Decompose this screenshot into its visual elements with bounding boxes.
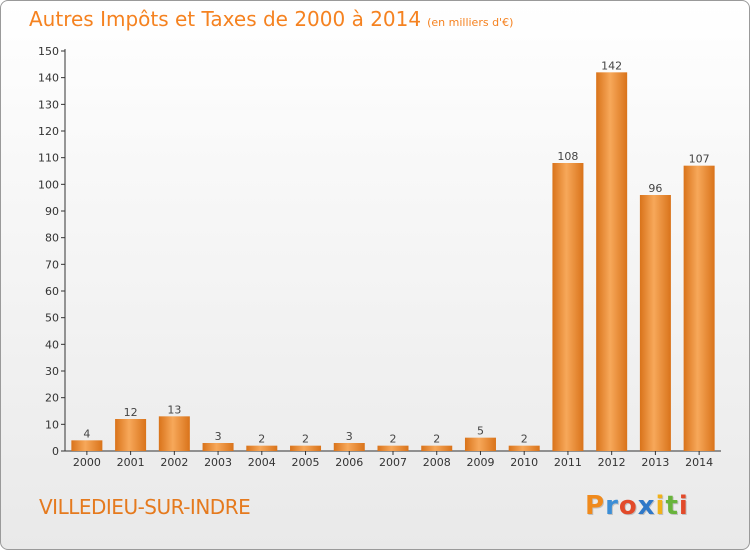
bar [246,445,278,451]
data-label: 2 [521,433,528,446]
data-label: 3 [215,430,222,443]
x-tick-label: 2009 [466,456,494,469]
data-label: 4 [83,427,90,440]
y-tick-label: 150 [38,45,59,58]
x-tick-label: 2007 [379,456,407,469]
x-tick-label: 2000 [73,456,101,469]
x-tick-label: 2008 [423,456,451,469]
y-tick-label: 40 [45,338,59,351]
x-tick-label: 2010 [510,456,538,469]
x-tick-label: 2014 [685,456,713,469]
x-tick-label: 2002 [160,456,188,469]
chart-subtitle: (en milliers d'€) [427,16,514,29]
logo-letter: t [665,491,679,521]
data-label: 96 [648,182,662,195]
bar [71,440,103,451]
y-tick-label: 0 [52,445,59,458]
logo-letter: r [605,491,619,521]
y-tick-label: 110 [38,152,59,165]
bar [464,437,496,451]
y-tick-label: 130 [38,98,59,111]
data-label: 2 [258,433,265,446]
logo-letter: o [618,491,638,521]
logo-letter: P [585,491,606,521]
bar [377,445,409,451]
chart-title: Autres Impôts et Taxes de 2000 à 2014 (en… [29,7,513,31]
data-label: 13 [167,403,181,416]
logo-letter: i [678,491,689,521]
x-tick-label: 2011 [554,456,582,469]
x-tick-label: 2006 [335,456,363,469]
x-tick-label: 2004 [248,456,276,469]
proxiti-logo: Proxiti [585,491,689,521]
bar [639,195,671,451]
x-tick-label: 2005 [292,456,320,469]
y-tick-label: 100 [38,178,59,191]
y-tick-label: 80 [45,232,59,245]
y-tick-label: 120 [38,125,59,138]
y-tick-label: 30 [45,365,59,378]
y-tick-label: 60 [45,285,59,298]
logo-letter: x [637,491,656,521]
y-tick-label: 140 [38,72,59,85]
y-tick-label: 50 [45,312,59,325]
bar [683,165,715,451]
bar [290,445,322,451]
bar [596,72,628,451]
data-label: 12 [124,406,138,419]
x-tick-label: 2003 [204,456,232,469]
data-label: 3 [346,430,353,443]
data-label: 2 [390,433,397,446]
data-label: 107 [689,153,710,166]
data-label: 108 [557,150,578,163]
x-tick-label: 2012 [598,456,626,469]
x-tick-label: 2001 [117,456,145,469]
bar [115,419,147,451]
logo-letter: i [655,491,666,521]
bar [202,443,234,451]
data-label: 5 [477,425,484,438]
data-label: 142 [601,59,622,72]
bar [333,443,365,451]
y-tick-label: 20 [45,392,59,405]
data-label: 2 [433,433,440,446]
data-label: 2 [302,433,309,446]
y-tick-label: 90 [45,205,59,218]
y-tick-label: 10 [45,418,59,431]
city-name: VILLEDIEU-SUR-INDRE [39,495,251,519]
bar [508,445,540,451]
bar [421,445,453,451]
bar [158,416,190,451]
y-tick-label: 70 [45,258,59,271]
x-tick-label: 2013 [641,456,669,469]
bar [552,163,584,451]
chart-title-text: Autres Impôts et Taxes de 2000 à 2014 [29,7,422,31]
